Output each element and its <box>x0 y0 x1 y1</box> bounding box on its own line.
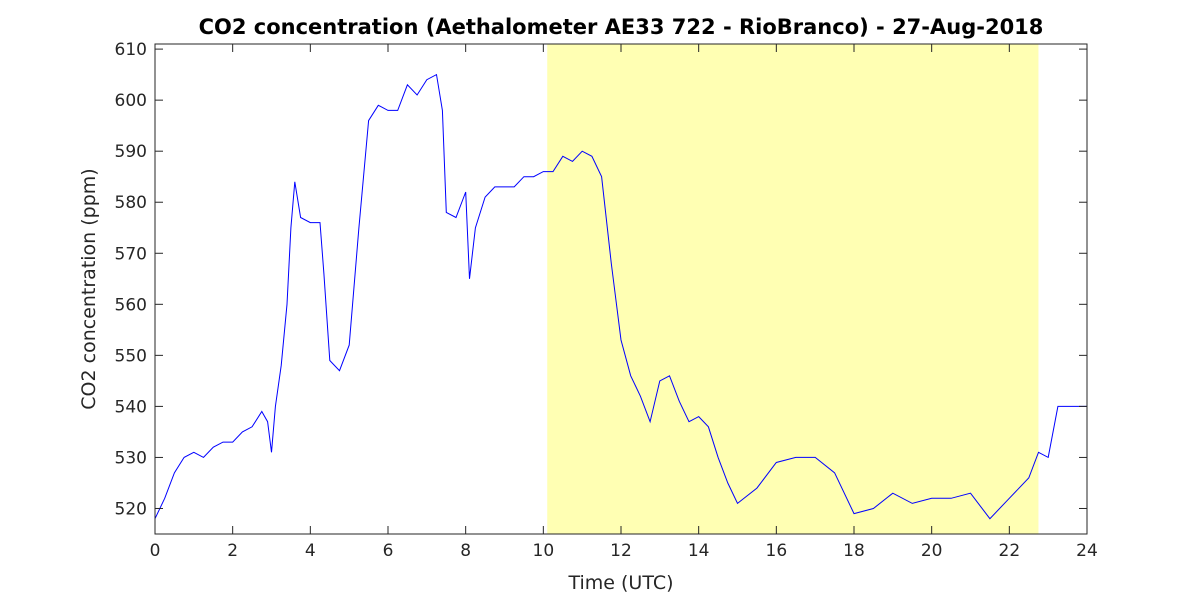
y-tick-label: 600 <box>115 91 147 111</box>
y-tick-label: 610 <box>115 40 147 60</box>
x-tick-label: 24 <box>1076 541 1098 561</box>
highlight-band <box>547 44 1039 534</box>
chart-title: CO2 concentration (Aethalometer AE33 722… <box>199 15 1044 39</box>
y-tick-label: 580 <box>115 193 147 213</box>
x-tick-label: 12 <box>610 541 632 561</box>
x-tick-label: 0 <box>150 541 161 561</box>
y-tick-label: 570 <box>115 244 147 264</box>
x-tick-label: 16 <box>766 541 788 561</box>
y-axis-label: CO2 concentration (ppm) <box>78 168 100 409</box>
x-tick-label: 20 <box>921 541 943 561</box>
y-tick-label: 520 <box>115 499 147 519</box>
y-tick-label: 540 <box>115 397 147 417</box>
y-axis-ticks: 520 530 540 550 560 570 580 590 600 610 <box>115 40 1087 519</box>
x-tick-label: 10 <box>533 541 555 561</box>
x-tick-label: 18 <box>843 541 865 561</box>
x-tick-label: 2 <box>227 541 238 561</box>
y-tick-label: 590 <box>115 142 147 162</box>
series-line <box>154 73 1087 520</box>
y-tick-label: 550 <box>115 346 147 366</box>
x-tick-label: 6 <box>383 541 394 561</box>
x-tick-label: 8 <box>460 541 471 561</box>
x-axis-ticks: 0 2 4 6 8 10 12 14 16 18 20 22 24 <box>150 44 1098 561</box>
x-tick-label: 22 <box>999 541 1021 561</box>
x-tick-label: 14 <box>688 541 710 561</box>
x-axis-label: Time (UTC) <box>567 572 673 594</box>
y-tick-label: 530 <box>115 448 147 468</box>
x-tick-label: 4 <box>305 541 316 561</box>
y-tick-label: 560 <box>115 295 147 315</box>
